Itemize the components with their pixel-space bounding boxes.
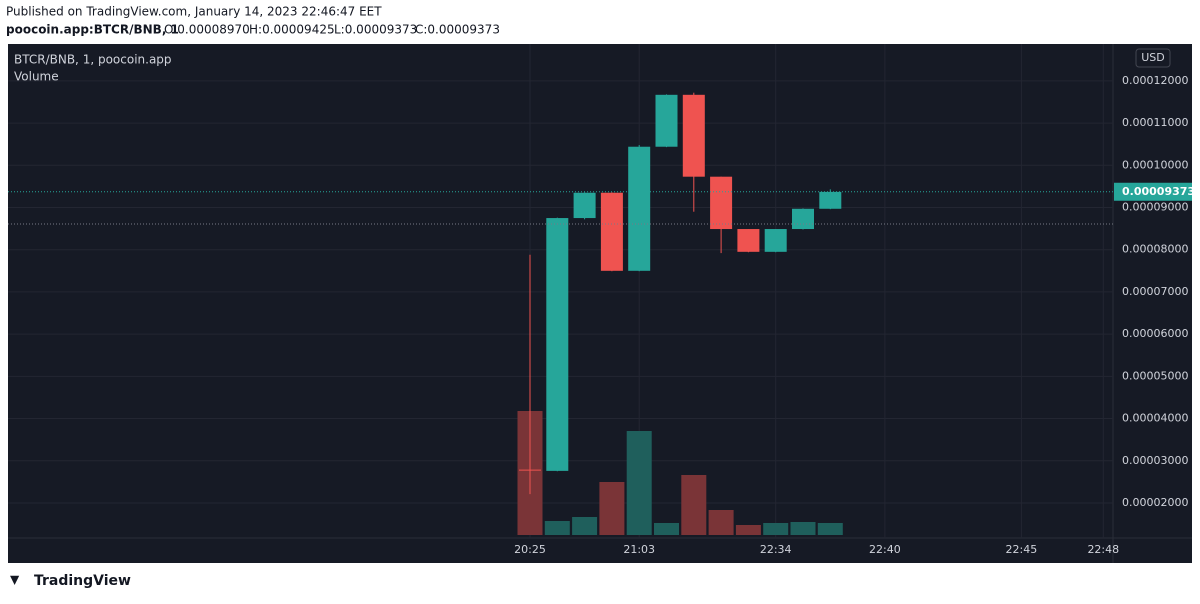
- last-price-box: [1114, 182, 1192, 201]
- volume-label: Volume: [14, 70, 59, 84]
- currency-label[interactable]: USD: [1141, 51, 1165, 64]
- candle-body: [737, 229, 760, 252]
- y-tick-label: 0.00009000: [1122, 201, 1188, 214]
- last-price-label: 0.00009373: [1122, 185, 1195, 198]
- volume-bar: [763, 523, 789, 535]
- candle-body: [819, 191, 842, 209]
- y-tick-label: 0.00002000: [1122, 496, 1188, 509]
- volume-bar: [572, 517, 598, 535]
- y-tick-label: 0.00006000: [1122, 327, 1188, 340]
- candle-body: [628, 146, 651, 271]
- ohlc-low: L:0.00009373: [334, 23, 417, 37]
- y-tick-label: 0.00010000: [1122, 158, 1188, 171]
- volume-bar: [708, 510, 734, 535]
- candle-body: [600, 192, 623, 271]
- candle-body: [792, 208, 814, 230]
- candle-body: [655, 94, 678, 147]
- y-tick-label: 0.00005000: [1122, 369, 1188, 382]
- volume-bar: [790, 522, 816, 535]
- volume-bar: [681, 475, 707, 535]
- ohlc-open: O:0.00008970: [164, 23, 250, 37]
- y-tick-label: 0.00008000: [1122, 243, 1188, 256]
- candle-body: [519, 469, 541, 471]
- y-tick-label: 0.00004000: [1122, 412, 1188, 425]
- candle-body: [710, 176, 733, 230]
- y-tick-label: 0.00012000: [1122, 74, 1188, 87]
- candle-body: [546, 218, 569, 471]
- volume-bar: [626, 431, 652, 535]
- x-tick-label: 22:48: [1087, 543, 1119, 556]
- ohlc-high: H:0.00009425: [249, 23, 335, 37]
- candle-body: [682, 94, 705, 177]
- y-tick-label: 0.00011000: [1122, 116, 1188, 129]
- x-tick-label: 22:45: [1006, 543, 1038, 556]
- ohlc-close: C:0.00009373: [415, 23, 500, 37]
- x-tick-label: 20:25: [514, 543, 546, 556]
- logo-text: TradingView: [34, 573, 131, 589]
- chart-bg: [8, 44, 1192, 563]
- symbol-text: poocoin.app:BTCR/BNB, 1: [6, 23, 179, 37]
- x-tick-label: 21:03: [623, 543, 655, 556]
- logo-mark: ▼: [10, 573, 20, 587]
- y-tick-label: 0.00003000: [1122, 454, 1188, 467]
- candle-body: [764, 229, 787, 252]
- published-text: Published on TradingView.com, January 14…: [6, 5, 382, 19]
- volume-bar: [817, 523, 843, 535]
- x-tick-label: 22:34: [760, 543, 792, 556]
- x-tick-label: 22:40: [869, 543, 901, 556]
- volume-bar: [544, 521, 570, 535]
- candle-body: [573, 192, 596, 219]
- legend-text: BTCR/BNB, 1, poocoin.app: [14, 53, 172, 67]
- volume-bar: [599, 482, 625, 535]
- y-tick-label: 0.00007000: [1122, 285, 1188, 298]
- volume-bar: [654, 523, 679, 535]
- currency-button[interactable]: [1135, 48, 1171, 68]
- volume-bar: [735, 525, 761, 535]
